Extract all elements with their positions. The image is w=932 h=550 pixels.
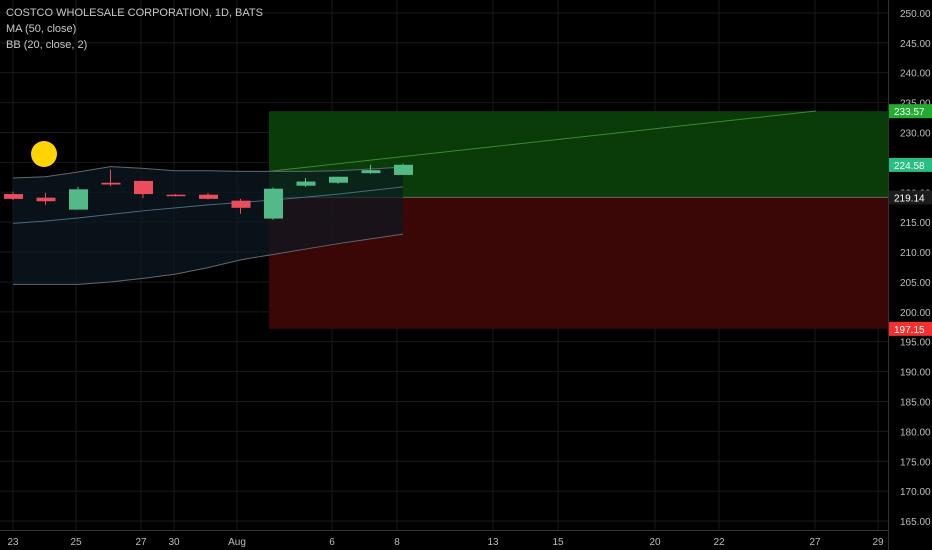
price-tick-label: 245.00 <box>900 39 931 50</box>
time-tick-label: 8 <box>394 537 400 548</box>
price-tick-label: 195.00 <box>900 338 931 349</box>
price-tick-label: 200.00 <box>900 308 931 319</box>
price-tick-label: 205.00 <box>900 278 931 289</box>
candle-up <box>329 176 348 183</box>
price-tick-label: 250.00 <box>900 9 931 20</box>
target-price-tag-bg <box>889 104 932 119</box>
candle-down <box>134 180 153 195</box>
bollinger-bands <box>13 166 403 285</box>
chart-legend: COSTCO WHOLESALE CORPORATION, 1D, BATS M… <box>6 5 263 53</box>
price-tick-label: 240.00 <box>900 69 931 80</box>
upper-band-line <box>12 166 404 179</box>
time-tick-label: 30 <box>168 537 180 548</box>
price-tick-label: 215.00 <box>900 218 931 229</box>
entry-price-tag-bg <box>889 190 932 205</box>
price-tick-label: 210.00 <box>900 248 931 259</box>
price-tick-label: 175.00 <box>900 457 931 468</box>
candle-down <box>36 197 56 202</box>
candle-up <box>361 170 381 174</box>
stop-price-tag-bg <box>889 321 932 336</box>
candle-up <box>69 189 88 210</box>
candle-down <box>231 200 251 208</box>
time-tick-label: 27 <box>809 537 821 548</box>
entry-price-tag: 219.14 <box>894 193 925 204</box>
candle-down <box>166 194 186 197</box>
indicator-bb[interactable]: BB (20, close, 2) <box>6 39 88 51</box>
price-tick-label: 230.00 <box>900 129 931 140</box>
time-tick-label: 23 <box>7 537 19 548</box>
candle-down <box>199 194 218 199</box>
indicator-lines <box>12 166 404 285</box>
ma50-line <box>12 186 404 224</box>
bollinger-fill <box>13 166 403 285</box>
last-price-tag-bg <box>889 157 932 172</box>
time-tick-label: 6 <box>329 537 335 548</box>
time-tick-label: 15 <box>552 537 564 548</box>
price-tick-label: 235.00 <box>900 99 931 110</box>
time-tick-label: 29 <box>872 537 884 548</box>
candle-up <box>264 188 283 219</box>
price-tick-label: 180.00 <box>900 427 931 438</box>
time-tick-label: Aug <box>228 537 246 548</box>
price-tick-label: 185.00 <box>900 397 931 408</box>
stop-price-tag: 197.15 <box>894 325 925 336</box>
candle-down <box>101 182 121 185</box>
target-price-tag: 233.57 <box>894 107 925 118</box>
time-tick-label: 25 <box>70 537 82 548</box>
time-tick-label: 27 <box>135 537 147 548</box>
candle-down <box>4 194 23 199</box>
candle-up <box>394 164 413 175</box>
event-marker-icon[interactable] <box>31 141 57 167</box>
last-price-tag: 224.58 <box>894 161 925 172</box>
projection-line <box>268 110 817 172</box>
candle-up <box>296 181 316 186</box>
symbol-title[interactable]: COSTCO WHOLESALE CORPORATION, 1D, BATS <box>6 7 263 19</box>
price-tick-label: 165.00 <box>900 517 931 528</box>
indicator-ma[interactable]: MA (50, close) <box>6 23 77 35</box>
candles <box>4 163 413 220</box>
price-tick-label: 170.00 <box>900 487 931 498</box>
time-tick-label: 22 <box>713 537 725 548</box>
lower-band-line <box>13 233 404 285</box>
price-tick-label: 190.00 <box>900 368 931 379</box>
time-tick-label: 13 <box>487 537 499 548</box>
time-tick-label: 20 <box>649 537 661 548</box>
price-tags: 233.57 224.58 219.14 197.15 <box>889 104 932 336</box>
